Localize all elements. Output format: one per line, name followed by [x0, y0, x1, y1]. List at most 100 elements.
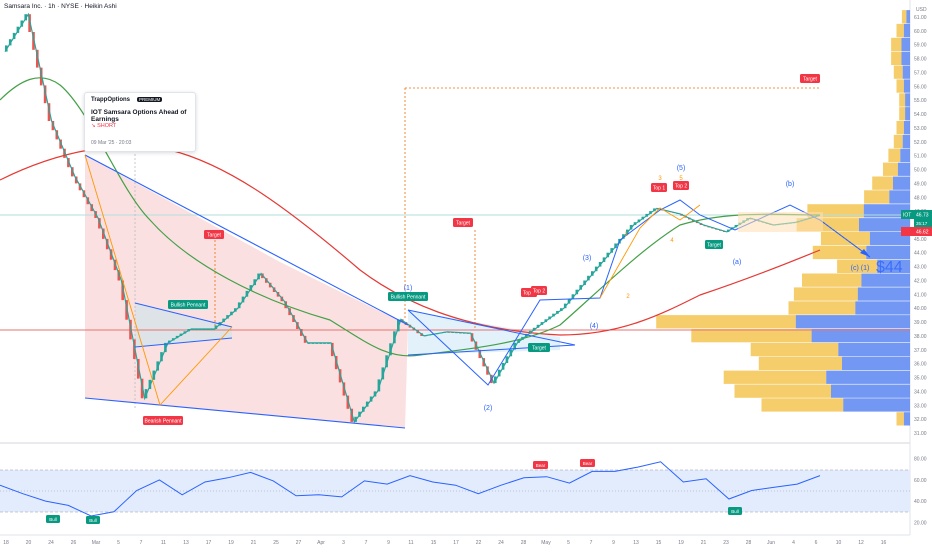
volume-profile-bar-down	[901, 51, 910, 65]
price-tick-label: 39.00	[914, 320, 927, 326]
volume-profile-bar-up	[758, 356, 842, 370]
price-axis[interactable]: 61.00 60.00 59.00 58.00 57.00 56.00 55.00 54.00…	[914, 15, 927, 437]
candle	[140, 378, 144, 399]
time-tick-label: 6	[815, 540, 818, 546]
target-label-bottom-text: Target	[532, 346, 547, 352]
volume-profile-bar-up	[901, 10, 907, 24]
subwave-label-4: 4	[670, 238, 674, 244]
time-tick-label: 27	[296, 540, 302, 546]
rsi-axis: 80.00 60.00 40.00 20.00	[914, 457, 927, 527]
rsi-bear-label-1[interactable]: Bear	[533, 461, 548, 469]
bearish-pennant-label[interactable]: Bearish Pennant	[143, 416, 183, 425]
time-tick-label: 24	[498, 540, 504, 546]
candle	[117, 270, 121, 281]
rsi-tick-label: 40.00	[914, 499, 927, 505]
elliott-wave-path[interactable]	[407, 199, 871, 386]
wave-label-b: (b)	[786, 181, 795, 188]
volume-profile-bar-down	[857, 287, 910, 301]
trendline-early-lower[interactable]	[134, 337, 233, 348]
volume-profile-bar-up	[899, 107, 906, 121]
volume-profile-bar-up	[761, 398, 844, 412]
volume-profile-bar-up	[891, 51, 902, 65]
wave-label-target[interactable]: Target	[705, 240, 723, 249]
candle	[331, 342, 334, 357]
rsi-bull-label-2-text: Bull	[89, 518, 97, 523]
volume-profile-bar-down	[843, 398, 910, 412]
bullish-pennant-label-2-text: Bullish Pennant	[391, 295, 426, 301]
price-tick-label: 59.00	[914, 43, 927, 49]
rsi-bull-label-1-text: Bull	[49, 517, 57, 522]
time-tick-label: 5	[567, 540, 570, 546]
time-tick-label: 24	[48, 540, 54, 546]
time-axis[interactable]: 18 20 24 26 Mar 5 7 11 13 17 19 21 25 27 Apr 3 7 9 11 15 17 2…	[3, 540, 886, 546]
last-price-tag[interactable]: IOT 46.73	[901, 210, 932, 219]
volume-profile-bar-up	[656, 315, 796, 329]
price-tick-label: 43.00	[914, 265, 927, 271]
wave-label-5: (5)	[677, 165, 686, 172]
red-price-value: 46.62	[916, 230, 929, 236]
candle	[393, 331, 396, 344]
target-label-bottom[interactable]: Target	[528, 343, 550, 352]
time-tick-label: 28	[746, 540, 752, 546]
target-label-left[interactable]: Target	[204, 230, 224, 239]
volume-profile-bar-up	[872, 176, 893, 190]
volume-profile-bar-down	[903, 79, 910, 93]
top-2b-label[interactable]: Top 2	[673, 181, 689, 190]
bullish-pennant-label-1[interactable]: Bullish Pennant	[168, 300, 208, 309]
time-tick-label: 23	[723, 540, 729, 546]
price-tick-label: 54.00	[914, 112, 927, 118]
trendline-lower[interactable]	[84, 397, 406, 429]
target-label-top[interactable]: Target	[800, 74, 820, 83]
volume-profile-bar-down	[905, 93, 910, 107]
trendline-early-upper[interactable]	[134, 302, 233, 328]
price-tick-label: 57.00	[914, 70, 927, 76]
volume-profile-bar-down	[893, 176, 910, 190]
candle	[16, 26, 20, 33]
volume-profile-bar-up	[812, 245, 867, 260]
candle	[47, 103, 51, 121]
volume-profile-bar-down	[889, 190, 910, 204]
red-price-tag: 46.62	[901, 227, 932, 236]
volume-profile-bar-down	[905, 107, 910, 121]
volume-profile-bar-up	[893, 134, 903, 149]
volume-profile-bar-up	[899, 93, 906, 107]
wave-label-a: (a)	[733, 259, 742, 266]
volume-profile-bar-down	[869, 231, 910, 246]
rsi-bull-label-1[interactable]: Bull	[46, 515, 60, 523]
bullish-pennant-label-2[interactable]: Bullish Pennant	[388, 292, 428, 301]
price-tick-label: 50.00	[914, 168, 927, 174]
candle	[397, 319, 400, 332]
candle	[39, 67, 43, 86]
volume-profile-bar-down	[842, 356, 910, 370]
time-tick-label: Mar	[92, 540, 101, 546]
wave-label-3: (3)	[583, 255, 592, 262]
rsi-bull-label-3[interactable]: Bull	[728, 507, 742, 515]
idea-card[interactable]: TrappOptions PREMIUM IOT Samsara Options…	[84, 92, 196, 152]
volume-profile-bar-up	[691, 329, 812, 343]
rsi-bear-label-2[interactable]: Bear	[580, 459, 595, 467]
time-tick-label: 22	[476, 540, 482, 546]
candle	[36, 49, 39, 68]
top-1b-label[interactable]: Top 1	[651, 183, 667, 192]
trendline-upper[interactable]	[84, 154, 409, 326]
card-title[interactable]: IOT Samsara Options Ahead of Earnings	[91, 109, 187, 123]
time-tick-label: 20	[26, 540, 32, 546]
top-2-label[interactable]: Top 2	[531, 286, 547, 295]
time-tick-label: 17	[206, 540, 212, 546]
price-tick-label: 51.00	[914, 154, 927, 160]
time-tick-label: 19	[228, 540, 234, 546]
volume-profile-bar-up	[837, 259, 878, 273]
volume-profile-bar-down	[897, 162, 911, 176]
bullish-pennant-label-1-text: Bullish Pennant	[171, 303, 206, 309]
rsi-bull-label-2[interactable]: Bull	[86, 516, 100, 524]
trendline-pennant-upper[interactable]	[407, 309, 576, 346]
target-label-mid1[interactable]: Target	[453, 218, 473, 227]
symbol-header[interactable]: Samsara Inc. · 1h · NYSE · Heikin Ashi	[4, 3, 117, 10]
time-tick-label: 5	[117, 540, 120, 546]
price-tick-label: 56.00	[914, 84, 927, 90]
time-tick-label: 4	[792, 540, 795, 546]
candle	[67, 158, 70, 168]
rsi-bull-label-3-text: Bull	[731, 509, 739, 514]
